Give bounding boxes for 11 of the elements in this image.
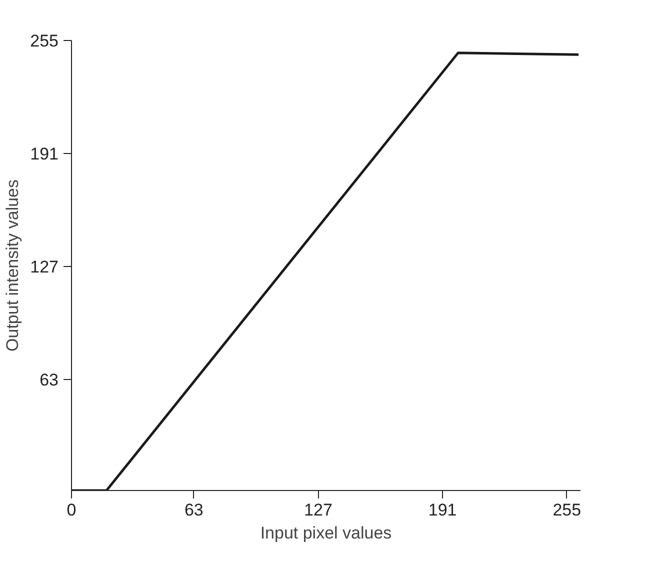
x-tick-label: 255: [552, 500, 582, 520]
y-tick-label: 127: [30, 257, 59, 276]
y-tick-label: 63: [40, 370, 59, 390]
y-tick-label: 255: [30, 32, 59, 50]
x-tick-label: 127: [304, 500, 332, 520]
x-tick-label: 0: [66, 500, 76, 520]
x-tick-label: 63: [184, 500, 204, 520]
x-axis-title: Input pixel values: [260, 524, 392, 542]
x-tick-label: 191: [428, 500, 457, 520]
y-axis-title: Output intensity values: [3, 180, 22, 352]
y-tick-label: 191: [30, 144, 59, 164]
